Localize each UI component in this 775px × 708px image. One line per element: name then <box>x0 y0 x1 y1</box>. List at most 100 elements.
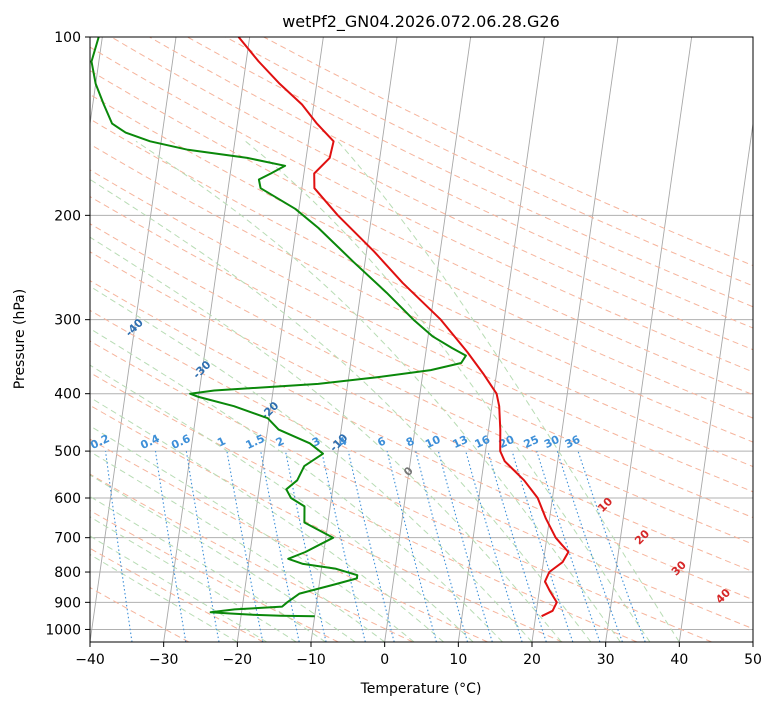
moist-adiabat-line <box>90 364 474 642</box>
mixing-ratio-line <box>511 450 574 642</box>
mixing-ratio-line <box>415 450 469 642</box>
isotherm-line <box>457 37 545 642</box>
dry-adiabat-line <box>90 223 753 545</box>
moist-adiabat-line <box>90 535 268 642</box>
moist-adiabat-line <box>90 425 415 642</box>
temperature-profile <box>237 37 570 618</box>
x-tick-label: 30 <box>597 652 615 668</box>
x-tick-label: 0 <box>380 652 389 668</box>
mixing-ratio-label: 1 <box>215 434 227 449</box>
mixing-ratio-label: 6 <box>375 434 388 449</box>
x-tick-label: −10 <box>296 652 326 668</box>
mixing-ratio-label: 2 <box>274 434 286 449</box>
mixing-ratio-line <box>226 451 264 642</box>
y-tick-label: 1000 <box>45 622 81 638</box>
mixing-ratio-label: 30 <box>542 433 562 451</box>
mixing-ratio-label: 36 <box>563 433 583 451</box>
dry-adiabat-line <box>90 280 753 601</box>
dry-adiabat-line <box>90 309 753 630</box>
dry-adiabat-line <box>90 69 753 396</box>
isotherm-line <box>163 37 251 642</box>
isotherm-label: -20 <box>258 399 281 422</box>
dry-adiabat-line <box>90 143 753 468</box>
dry-adiabat-label: 40 <box>713 586 733 606</box>
mixing-ratio-label: 8 <box>404 434 416 449</box>
mixing-ratio-label: 16 <box>473 433 493 451</box>
moist-adiabat-lines <box>90 140 680 642</box>
mixing-ratio-line <box>437 450 493 642</box>
y-tick-label: 600 <box>54 491 81 507</box>
moist-adiabat-line <box>90 516 297 642</box>
y-tick-label: 200 <box>54 208 81 224</box>
moist-adiabat-line <box>90 327 503 642</box>
x-axis-label: Temperature (°C) <box>360 681 482 697</box>
y-tick-label: 400 <box>54 387 81 403</box>
moist-adiabat-line <box>90 553 238 642</box>
dry-adiabat-line <box>90 251 753 573</box>
dry-adiabat-label: 20 <box>632 527 652 547</box>
y-tick-label: 900 <box>54 595 81 611</box>
moist-adiabat-line <box>90 236 562 642</box>
mixing-ratio-line <box>104 451 133 642</box>
background-line-labels: -100-90-80-70-60-50-40-30-20-10010203040… <box>0 216 733 606</box>
dry-adiabat-line <box>90 438 488 642</box>
mixing-ratio-label: 20 <box>497 433 517 451</box>
moist-adiabat-line <box>90 474 356 642</box>
x-tick-label: −20 <box>223 652 253 668</box>
dry-adiabat-line <box>90 169 753 493</box>
x-axis-ticks: −40 −30 −20 −10 0 10 20 30 40 50 <box>75 642 762 668</box>
moist-adiabat-line <box>90 285 533 642</box>
y-tick-label: 700 <box>54 531 81 547</box>
pressure-gridlines <box>90 37 753 630</box>
x-tick-label: −30 <box>149 652 179 668</box>
dry-adiabat-line <box>90 46 753 373</box>
isotherm-label: -60 <box>0 216 13 239</box>
moist-adiabat-line <box>337 140 680 642</box>
dry-adiabat-line <box>110 37 753 351</box>
mixing-ratio-line <box>487 450 547 642</box>
dry-adiabat-line <box>90 473 414 642</box>
isotherm-label: 0 <box>401 464 416 479</box>
dry-adiabat-line <box>263 37 753 267</box>
dry-adiabat-line <box>225 37 753 287</box>
moist-adiabat-line <box>245 140 651 642</box>
x-tick-label: 10 <box>449 652 467 668</box>
mixing-ratio-line <box>347 450 395 642</box>
isotherm-line <box>531 37 619 642</box>
isotherm-line <box>90 37 103 127</box>
mixing-ratio-label: 25 <box>522 433 541 451</box>
plot-frame <box>89 36 754 643</box>
isotherm-line <box>678 120 753 642</box>
mixing-ratio-label: 0.6 <box>169 432 192 452</box>
mixing-ratio-label: 0.4 <box>138 432 161 452</box>
dry-adiabat-line <box>90 547 264 642</box>
mixing-ratio-line <box>284 450 327 642</box>
mixing-ratio-line <box>465 450 523 642</box>
y-axis-label: Pressure (hPa) <box>12 289 28 389</box>
mixing-ratio-line <box>536 450 601 642</box>
isotherm-line <box>384 37 472 642</box>
moist-adiabat-line <box>135 140 621 642</box>
dry-adiabat-line <box>187 37 753 308</box>
plot-area: -100-90-80-70-60-50-40-30-20-10010203040… <box>0 37 753 642</box>
mixing-ratio-line <box>185 451 220 642</box>
dry-adiabat-line <box>90 118 753 443</box>
dry-adiabat-line <box>149 37 753 329</box>
dry-adiabat-label: 30 <box>669 558 689 578</box>
moist-adiabat-line <box>90 396 444 642</box>
mixing-ratio-label: 1.5 <box>244 432 267 452</box>
moist-adiabat-line <box>90 178 592 642</box>
dry-adiabat-line <box>90 195 753 519</box>
dry-adiabat-line <box>90 404 563 642</box>
isotherm-label: -50 <box>56 265 79 288</box>
mixing-ratio-line <box>154 451 187 642</box>
dry-adiabat-lines <box>90 37 753 642</box>
x-tick-label: −40 <box>75 652 105 668</box>
y-tick-label: 500 <box>54 444 81 460</box>
mixing-ratio-label: 0.2 <box>88 432 111 452</box>
mixing-ratio-line <box>260 450 300 642</box>
dry-adiabat-line <box>90 340 712 642</box>
profile-series <box>90 37 570 618</box>
isotherm-line <box>90 37 177 642</box>
